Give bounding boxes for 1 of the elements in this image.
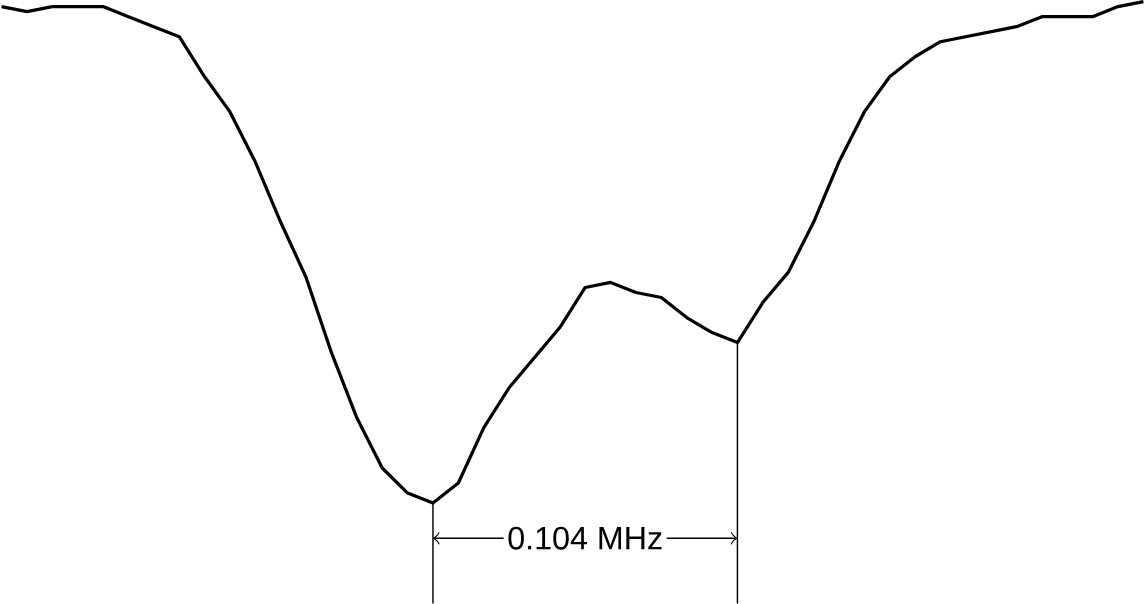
text: 0.104 MHz bbox=[508, 526, 662, 550]
